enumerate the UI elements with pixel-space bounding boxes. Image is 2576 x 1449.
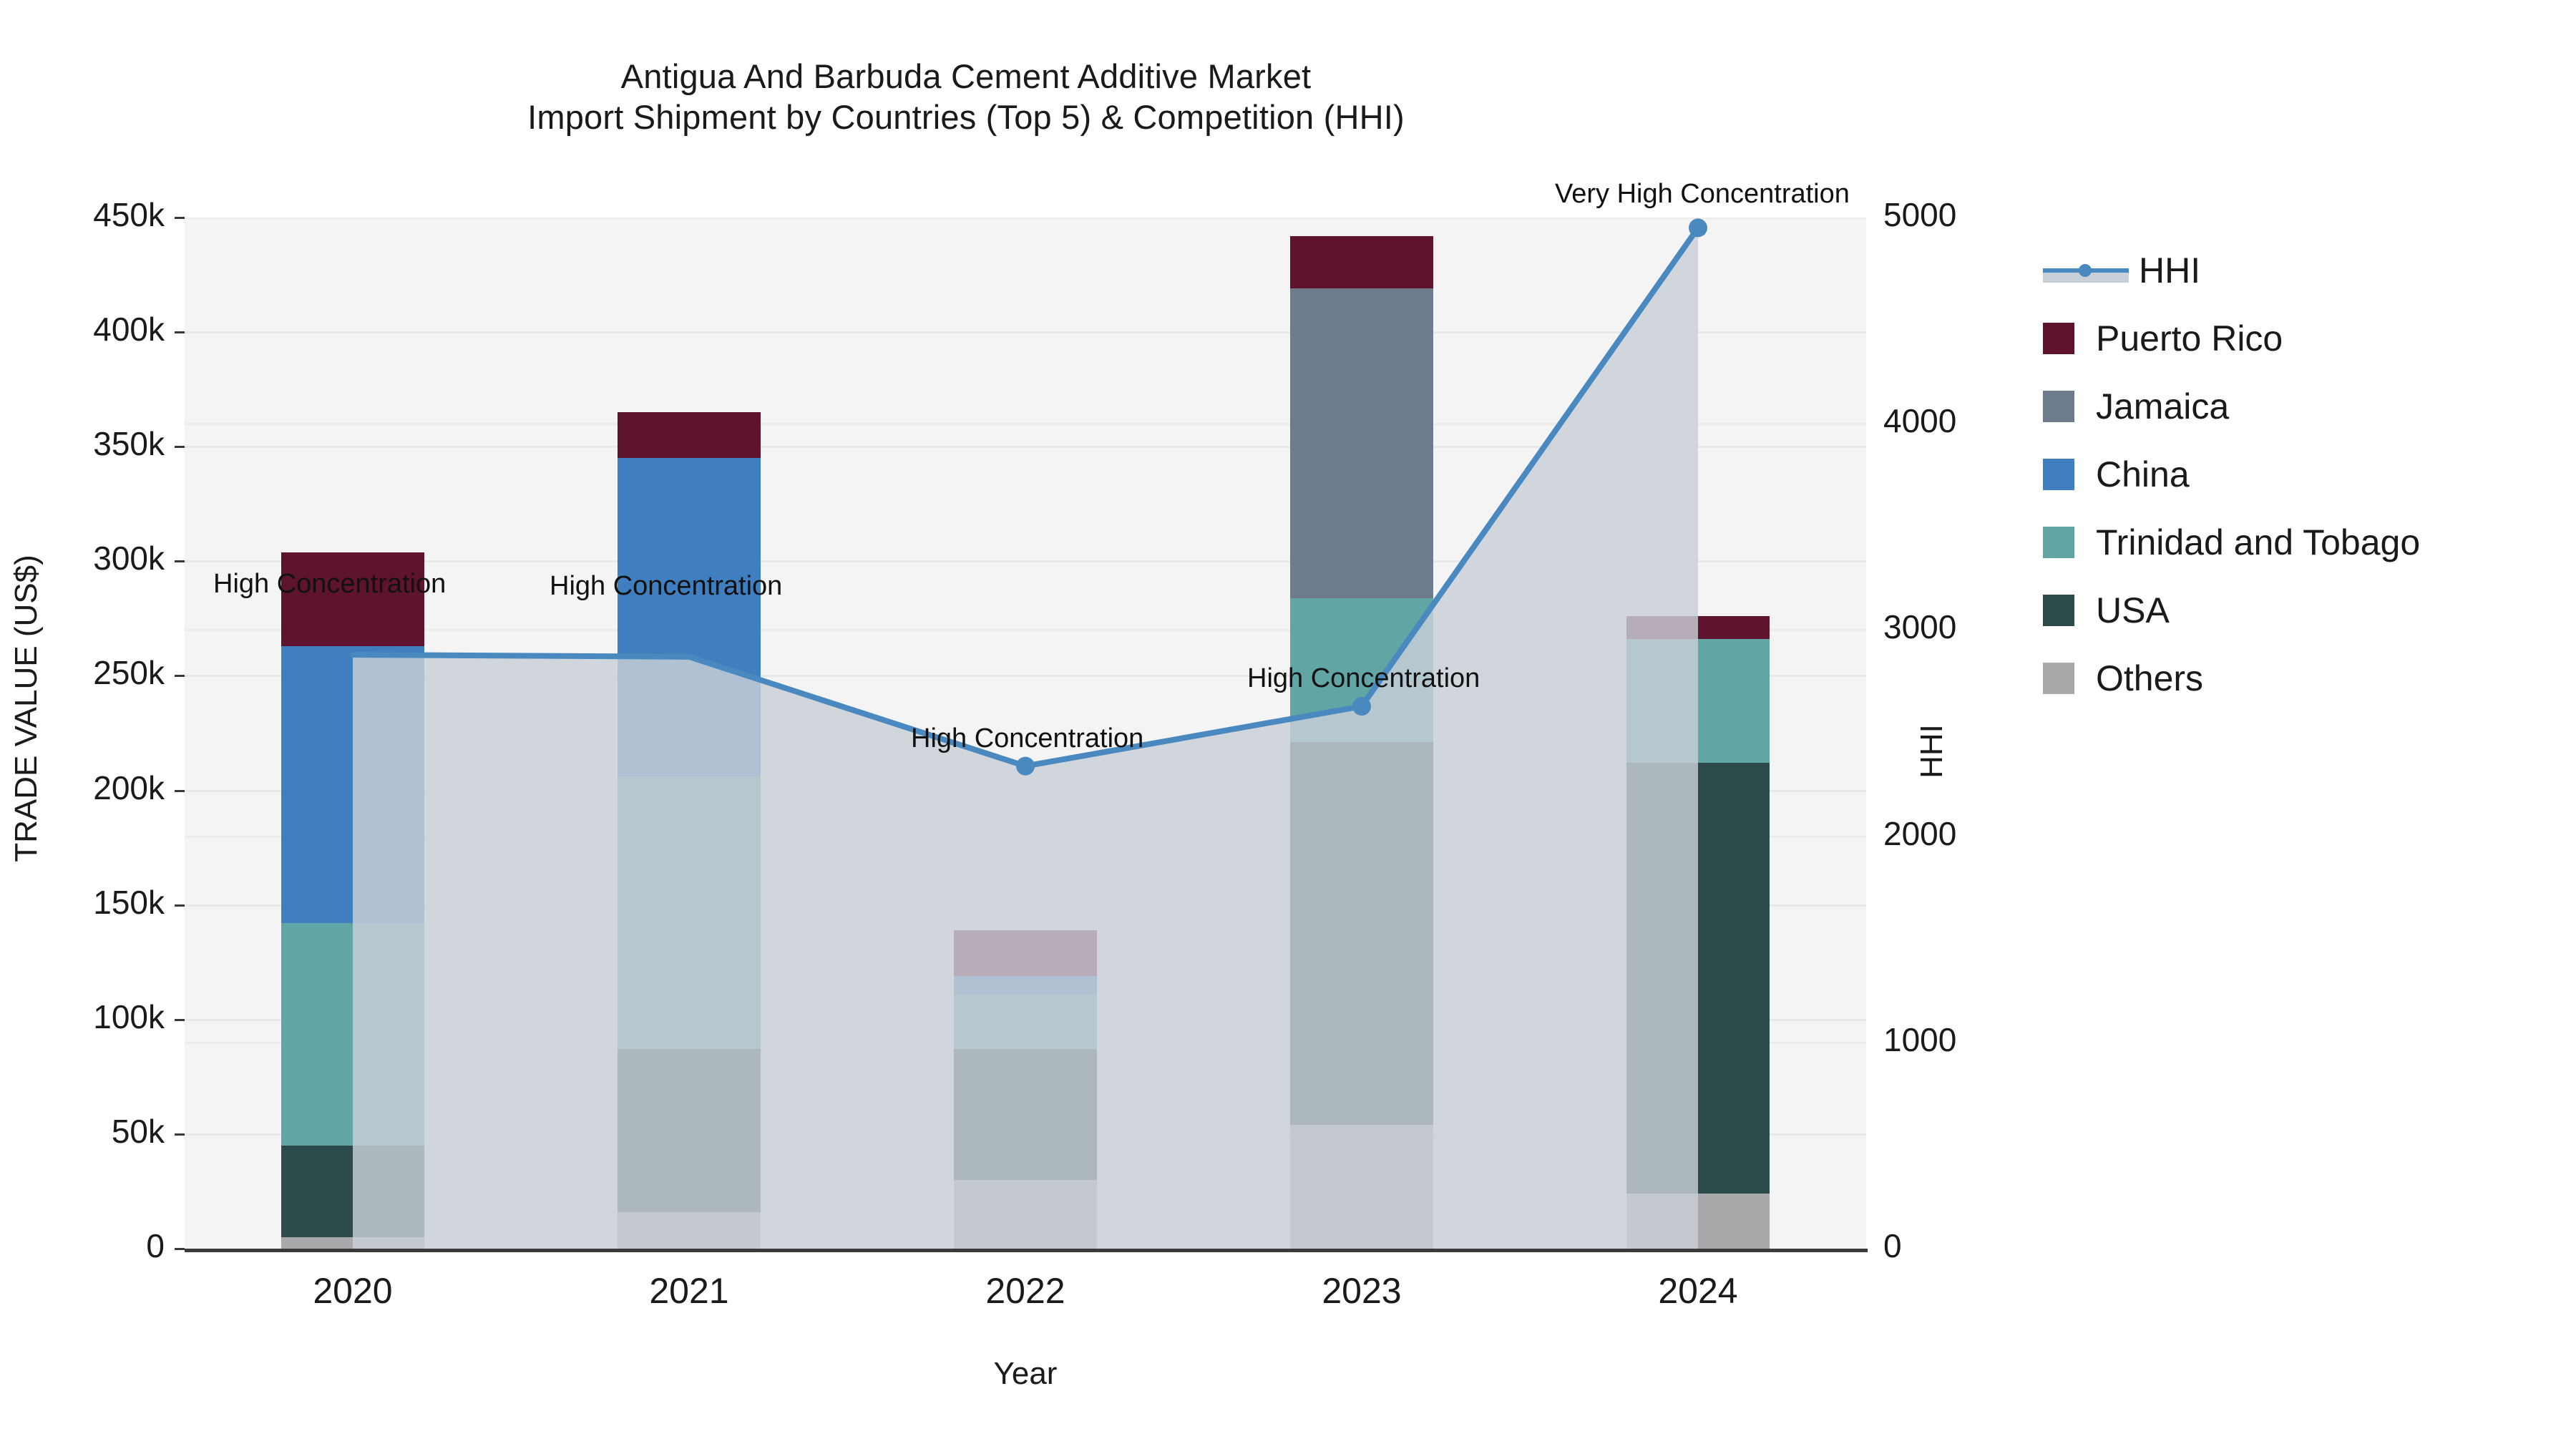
bar-group[interactable] [281,218,424,1249]
legend-item-label: Puerto Rico [2096,318,2283,358]
hhi-annotation: High Concentration [213,568,447,599]
bar-segment[interactable] [618,1049,761,1212]
bar-segment[interactable] [281,645,424,924]
bar-segment[interactable] [954,930,1097,976]
legend-item-label: Trinidad and Tobago [2096,522,2421,562]
y-tick-label-left: 100k [93,997,165,1035]
x-tick-label: 2020 [313,1271,393,1311]
y-tick-label-right: 5000 [1883,196,1957,233]
y-tick-label-left: 200k [93,769,165,806]
y-tick-mark-left [175,675,185,678]
bar-segment[interactable] [1626,639,1770,763]
y-axis-right-title: HHI [1914,724,1949,779]
bar-segment[interactable] [1290,288,1433,598]
bar-segment[interactable] [281,1145,424,1237]
y-tick-label-left: 300k [93,540,165,577]
x-tick-label: 2024 [1658,1271,1738,1311]
bar-segment[interactable] [1290,235,1433,289]
y-tick-mark-left [175,904,185,907]
legend-item-label: Jamaica [2096,386,2230,426]
bar-segment[interactable] [954,975,1097,995]
hhi-annotation: High Concentration [550,570,783,601]
y-tick-label-left: 50k [111,1112,165,1150]
legend-item-label: Others [2096,658,2204,698]
y-tick-label-right: 2000 [1883,814,1957,852]
bar-segment[interactable] [1626,763,1770,1194]
y-tick-label-left: 0 [146,1227,165,1264]
gridline-secondary [185,218,1866,219]
bar-segment[interactable] [618,458,761,777]
legend-color-swatch [2043,390,2074,422]
bar-segment[interactable] [1626,1194,1770,1249]
y-tick-label-left: 350k [93,425,165,463]
y-tick-label-right: 3000 [1883,608,1957,646]
y-tick-label-left: 250k [93,654,165,692]
legend-line-dot [2079,263,2092,277]
bar-segment[interactable] [1290,742,1433,1126]
legend-item[interactable]: Trinidad and Tobago [2043,508,2565,576]
y-tick-mark-left [175,446,185,449]
y-tick-label-left: 450k [93,196,165,233]
chart-title-block: Antigua And Barbuda Cement Additive Mark… [0,56,1932,138]
hhi-annotation: Very High Concentration [1555,179,1850,210]
x-tick-label: 2022 [985,1271,1065,1311]
legend-item[interactable]: China [2043,440,2565,508]
y-tick-label-right: 0 [1883,1227,1902,1264]
bar-group[interactable] [618,218,761,1249]
y-tick-label-left: 150k [93,883,165,921]
y-tick-label-right: 4000 [1883,402,1957,440]
bar-segment[interactable] [954,1049,1097,1180]
bar-group[interactable] [1290,218,1433,1249]
y-tick-mark-left [175,217,185,219]
y-tick-label-left: 400k [93,311,165,348]
bar-segment[interactable] [281,923,424,1146]
x-tick-label: 2021 [649,1271,729,1311]
y-tick-mark-left [175,1248,185,1250]
legend-item[interactable]: HHI [2043,236,2565,304]
legend-item[interactable]: USA [2043,576,2565,644]
x-tick-label: 2023 [1322,1271,1402,1311]
legend-item-label: USA [2096,590,2170,630]
bar-segment[interactable] [954,994,1097,1050]
y-tick-mark-left [175,331,185,334]
hhi-annotation: High Concentration [911,723,1144,753]
legend-color-swatch [2043,458,2074,490]
y-tick-mark-left [175,560,185,563]
legend-item-label: China [2096,454,2190,494]
bar-group[interactable] [1626,218,1770,1249]
legend-item[interactable]: Jamaica [2043,372,2565,440]
chart-title: Antigua And Barbuda Cement Additive Mark… [620,57,1312,95]
y-axis-left-title: TRADE VALUE (US$) [9,555,44,862]
x-axis-line [185,1249,1868,1252]
bar-segment[interactable] [618,776,761,1050]
y-tick-mark-left [175,1133,185,1136]
legend-color-swatch [2043,662,2074,694]
chart-legend: HHI Puerto Rico Jamaica China Trinidad and T… [2043,236,2565,712]
y-tick-mark-left [175,789,185,792]
chart-subtitle: Import Shipment by Countries (Top 5) & C… [527,98,1405,137]
legend-item-label: HHI [2139,250,2201,291]
bar-segment[interactable] [618,412,761,459]
hhi-annotation: High Concentration [1247,663,1480,694]
y-tick-mark-left [175,1018,185,1021]
bar-segment[interactable] [618,1211,761,1249]
legend-color-swatch [2043,322,2074,354]
bar-segment[interactable] [281,1237,424,1249]
legend-item[interactable]: Others [2043,644,2565,712]
legend-line-icon [2043,255,2129,286]
legend-color-swatch [2043,526,2074,558]
legend-item[interactable]: Puerto Rico [2043,304,2565,372]
bar-segment[interactable] [1626,616,1770,640]
bar-segment[interactable] [1290,1125,1433,1249]
y-tick-label-right: 1000 [1883,1020,1957,1058]
plot-area: High Concentration High Concentration High… [185,179,1866,1249]
bar-segment[interactable] [954,1179,1097,1249]
legend-color-swatch [2043,594,2074,626]
x-axis-title: Year [993,1356,1058,1391]
